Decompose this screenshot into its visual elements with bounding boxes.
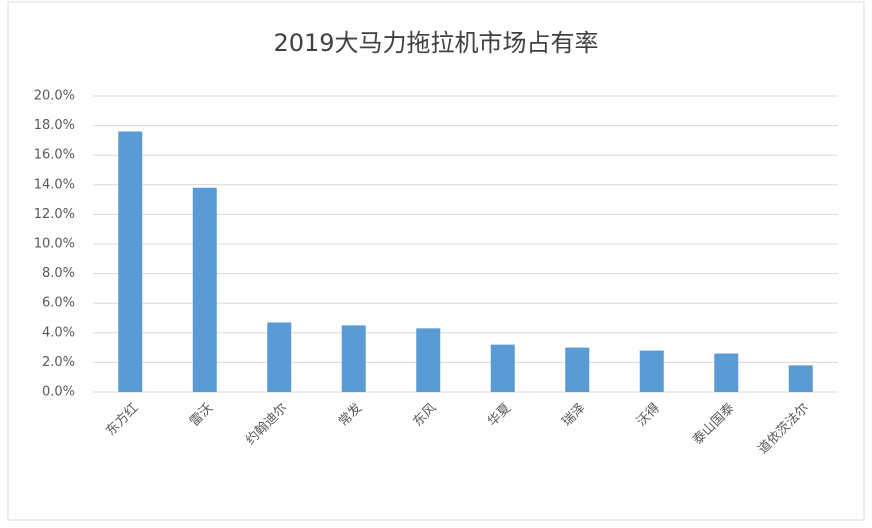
bar xyxy=(118,131,143,392)
bar xyxy=(639,350,664,392)
bar xyxy=(416,328,441,392)
chart-title: 2019大马力拖拉机市场占有率 xyxy=(273,29,598,57)
chart-frame xyxy=(7,1,865,521)
y-tick-label: 6.0% xyxy=(42,296,75,311)
y-tick-label: 2.0% xyxy=(42,355,75,370)
y-tick-label: 20.0% xyxy=(34,89,75,104)
bar xyxy=(192,187,217,392)
bar xyxy=(267,322,292,392)
y-tick-label: 14.0% xyxy=(34,177,75,192)
y-tick-label: 16.0% xyxy=(34,148,75,163)
y-tick-label: 8.0% xyxy=(42,266,75,281)
y-tick-label: 18.0% xyxy=(34,118,75,133)
bar xyxy=(565,347,590,392)
bar xyxy=(788,365,813,392)
bar xyxy=(490,344,515,392)
y-tick-label: 10.0% xyxy=(34,237,75,252)
y-tick-label: 0.0% xyxy=(42,385,75,400)
bar xyxy=(714,353,739,392)
y-tick-label: 4.0% xyxy=(42,325,75,340)
bar xyxy=(341,325,366,392)
y-tick-label: 12.0% xyxy=(34,207,75,222)
